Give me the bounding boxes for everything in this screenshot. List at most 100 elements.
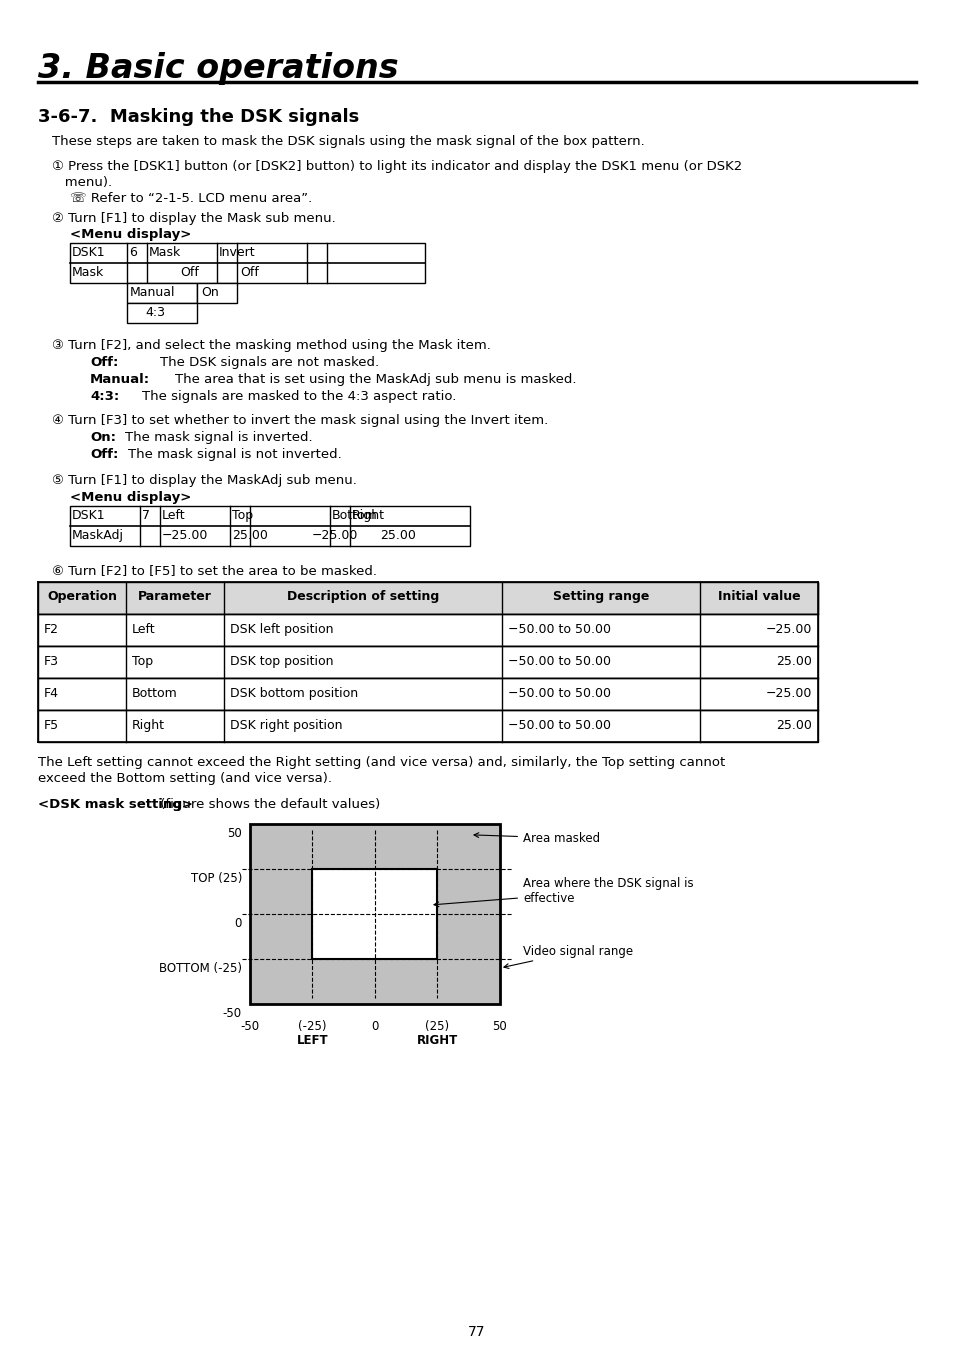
Text: Invert: Invert xyxy=(219,245,255,259)
Text: 50: 50 xyxy=(492,1020,507,1033)
Text: menu).: menu). xyxy=(52,177,112,189)
Text: F5: F5 xyxy=(44,718,59,732)
Text: The signals are masked to the 4:3 aspect ratio.: The signals are masked to the 4:3 aspect… xyxy=(142,390,456,403)
Text: (figure shows the default values): (figure shows the default values) xyxy=(156,798,380,811)
Bar xyxy=(70,506,470,546)
Text: Operation: Operation xyxy=(47,590,117,603)
Text: 25.00: 25.00 xyxy=(379,528,416,542)
Text: 3. Basic operations: 3. Basic operations xyxy=(38,53,398,85)
Bar xyxy=(38,582,817,613)
Bar xyxy=(196,283,236,303)
Text: Initial value: Initial value xyxy=(717,590,800,603)
Bar xyxy=(250,824,499,1004)
Text: −50.00 to 50.00: −50.00 to 50.00 xyxy=(507,687,610,700)
Text: Area where the DSK signal is
effective: Area where the DSK signal is effective xyxy=(434,878,693,907)
Text: Left: Left xyxy=(162,510,186,522)
Bar xyxy=(127,283,196,303)
Text: The DSK signals are not masked.: The DSK signals are not masked. xyxy=(160,356,378,369)
Text: 4:3: 4:3 xyxy=(145,306,165,319)
Text: ① Press the [DSK1] button (or [DSK2] button) to light its indicator and display : ① Press the [DSK1] button (or [DSK2] but… xyxy=(52,160,741,173)
Text: Mask: Mask xyxy=(71,266,104,279)
Text: −25.00: −25.00 xyxy=(162,528,208,542)
Text: Mask: Mask xyxy=(149,245,181,259)
Text: Bottom: Bottom xyxy=(132,687,177,700)
Text: 7: 7 xyxy=(142,510,150,522)
Bar xyxy=(38,613,817,646)
Text: ④ Turn [F3] to set whether to invert the mask signal using the Invert item.: ④ Turn [F3] to set whether to invert the… xyxy=(52,414,548,427)
Text: ③ Turn [F2], and select the masking method using the Mask item.: ③ Turn [F2], and select the masking meth… xyxy=(52,338,491,352)
Text: (-25): (-25) xyxy=(298,1020,327,1033)
Text: 4:3:: 4:3: xyxy=(90,390,119,403)
Text: DSK left position: DSK left position xyxy=(230,623,334,636)
Bar xyxy=(38,646,817,678)
Text: 25.00: 25.00 xyxy=(776,718,811,732)
Text: −50.00 to 50.00: −50.00 to 50.00 xyxy=(507,623,610,636)
Text: −50.00 to 50.00: −50.00 to 50.00 xyxy=(507,655,610,669)
Text: DSK bottom position: DSK bottom position xyxy=(230,687,357,700)
Text: DSK1: DSK1 xyxy=(71,245,106,259)
Text: On: On xyxy=(201,286,218,299)
Text: Off:: Off: xyxy=(90,356,118,369)
Text: Description of setting: Description of setting xyxy=(287,590,438,603)
Bar xyxy=(38,582,817,613)
Text: −50.00 to 50.00: −50.00 to 50.00 xyxy=(507,718,610,732)
Text: 6: 6 xyxy=(129,245,136,259)
Text: Right: Right xyxy=(132,718,165,732)
Text: 50: 50 xyxy=(227,828,242,840)
Text: Manual: Manual xyxy=(130,286,175,299)
Text: DSK right position: DSK right position xyxy=(230,718,342,732)
Text: Right: Right xyxy=(352,510,385,522)
Text: ② Turn [F1] to display the Mask sub menu.: ② Turn [F1] to display the Mask sub menu… xyxy=(52,212,335,225)
Text: TOP (25): TOP (25) xyxy=(191,872,242,886)
Text: LEFT: LEFT xyxy=(296,1034,328,1047)
Text: The mask signal is inverted.: The mask signal is inverted. xyxy=(125,431,313,443)
Text: Area masked: Area masked xyxy=(474,832,599,844)
Text: 25.00: 25.00 xyxy=(232,528,268,542)
Text: MaskAdj: MaskAdj xyxy=(71,528,124,542)
Text: 0: 0 xyxy=(371,1020,378,1033)
Text: −25.00: −25.00 xyxy=(765,687,811,700)
Text: Bottom: Bottom xyxy=(332,510,377,522)
Text: Off: Off xyxy=(180,266,198,279)
Text: The Left setting cannot exceed the Right setting (and vice versa) and, similarly: The Left setting cannot exceed the Right… xyxy=(38,756,724,768)
Text: Video signal range: Video signal range xyxy=(503,945,633,968)
Text: Setting range: Setting range xyxy=(552,590,648,603)
Bar xyxy=(70,243,424,283)
Text: Off:: Off: xyxy=(90,448,118,461)
Text: F3: F3 xyxy=(44,655,59,669)
Text: −25.00: −25.00 xyxy=(765,623,811,636)
Text: 0: 0 xyxy=(234,917,242,930)
Bar xyxy=(313,869,437,958)
Text: 77: 77 xyxy=(468,1325,485,1339)
Text: These steps are taken to mask the DSK signals using the mask signal of the box p: These steps are taken to mask the DSK si… xyxy=(52,135,644,148)
Bar xyxy=(127,303,196,324)
Text: <Menu display>: <Menu display> xyxy=(70,228,192,241)
Text: ⑥ Turn [F2] to [F5] to set the area to be masked.: ⑥ Turn [F2] to [F5] to set the area to b… xyxy=(52,563,376,577)
Text: BOTTOM (-25): BOTTOM (-25) xyxy=(159,962,242,975)
Text: −25.00: −25.00 xyxy=(312,528,358,542)
Text: Top: Top xyxy=(132,655,153,669)
Text: ☏ Refer to “2-1-5. LCD menu area”.: ☏ Refer to “2-1-5. LCD menu area”. xyxy=(70,191,312,205)
Text: exceed the Bottom setting (and vice versa).: exceed the Bottom setting (and vice vers… xyxy=(38,772,332,785)
Text: -50: -50 xyxy=(223,1007,242,1020)
Text: RIGHT: RIGHT xyxy=(416,1034,457,1047)
Text: F2: F2 xyxy=(44,623,59,636)
Text: Manual:: Manual: xyxy=(90,373,150,386)
Text: 25.00: 25.00 xyxy=(776,655,811,669)
Text: Left: Left xyxy=(132,623,155,636)
Text: <DSK mask setting>: <DSK mask setting> xyxy=(38,798,193,811)
Text: The mask signal is not inverted.: The mask signal is not inverted. xyxy=(128,448,341,461)
Text: <Menu display>: <Menu display> xyxy=(70,491,192,504)
Text: Parameter: Parameter xyxy=(138,590,212,603)
Text: (25): (25) xyxy=(425,1020,449,1033)
Text: -50: -50 xyxy=(240,1020,259,1033)
Text: DSK1: DSK1 xyxy=(71,510,106,522)
Text: ⑤ Turn [F1] to display the MaskAdj sub menu.: ⑤ Turn [F1] to display the MaskAdj sub m… xyxy=(52,474,356,487)
Text: F4: F4 xyxy=(44,687,59,700)
Bar xyxy=(38,678,817,710)
Text: Off: Off xyxy=(240,266,258,279)
Text: Top: Top xyxy=(232,510,253,522)
Text: On:: On: xyxy=(90,431,116,443)
Text: 3-6-7.  Masking the DSK signals: 3-6-7. Masking the DSK signals xyxy=(38,108,359,125)
Text: DSK top position: DSK top position xyxy=(230,655,334,669)
